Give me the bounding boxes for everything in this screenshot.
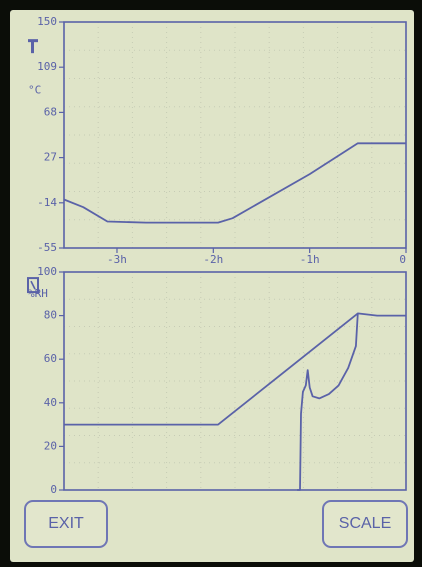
rh-unit-label: %RH (28, 287, 48, 300)
humidity-chart: 0 20 40 60 80 100 %RH (27, 265, 407, 496)
temp-series-line-1 (63, 142, 406, 224)
temperature-chart: 150 109 68 27 -14 -55 -3h -2h -1h 0 °C (28, 15, 407, 266)
rh-y-tick-label: 40 (44, 396, 57, 409)
device-screen: 150 109 68 27 -14 -55 -3h -2h -1h 0 °C 0 20 40 60 80 10… (10, 10, 414, 562)
scale-button[interactable]: SCALE (322, 500, 408, 548)
humidity-icon (27, 277, 39, 294)
temp-y-tick-label: -14 (37, 196, 57, 209)
temp-y-tick-label: 109 (37, 60, 57, 73)
rh-y-tick-label: 0 (50, 483, 57, 496)
temp-y-tick-label: 27 (44, 151, 57, 164)
rh-series-line-2 (297, 313, 359, 491)
thermometer-icon (28, 39, 38, 54)
temp-x-tick-label: -1h (300, 253, 320, 266)
temp-x-tick-label: -2h (203, 253, 223, 266)
temp-unit-label: °C (28, 83, 41, 96)
rh-plot-frame (63, 271, 407, 491)
rh-y-tick-label: 20 (44, 439, 57, 452)
temp-y-tick-label: 68 (44, 105, 57, 118)
temp-y-tick-label: 150 (37, 15, 57, 28)
temp-x-tick-label: -3h (107, 253, 127, 266)
rh-y-tick-label: 100 (37, 265, 57, 278)
temp-y-tick-label: -55 (37, 241, 57, 254)
temp-plot-frame (63, 21, 407, 249)
exit-button[interactable]: EXIT (24, 500, 108, 548)
rh-y-tick-label: 80 (44, 309, 57, 322)
charts-area: 150 109 68 27 -14 -55 -3h -2h -1h 0 °C 0 20 40 60 80 10… (27, 15, 407, 496)
rh-y-tick-label: 60 (44, 352, 57, 365)
temp-x-tick-label: 0 (399, 253, 406, 266)
